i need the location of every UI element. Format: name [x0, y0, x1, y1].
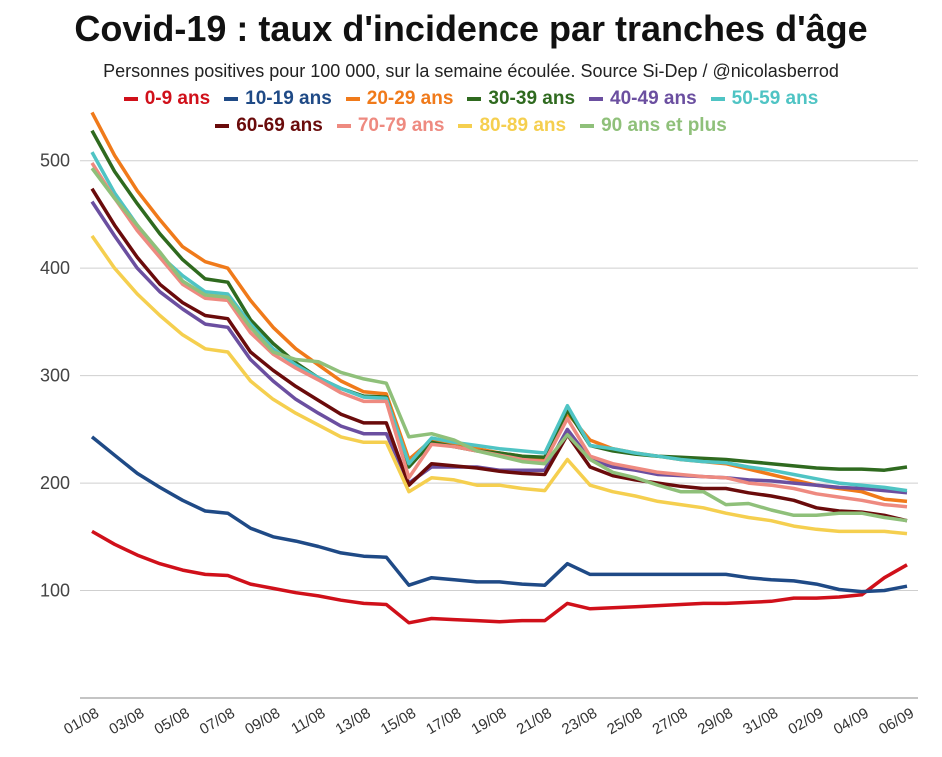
legend: 60-69 ans 70-79 ans 80-89 ans 90 ans et plu… [0, 115, 942, 137]
legend-item: 20-29 ans [345, 88, 454, 110]
legend-item: 60-69 ans [215, 115, 323, 137]
legend-swatch [215, 124, 230, 128]
legend-swatch [458, 124, 473, 128]
chart-subtitle: Personnes positives pour 100 000, sur la… [103, 61, 839, 81]
legend-swatch [224, 97, 239, 101]
series-line [90, 129, 908, 472]
y-tick-label: 300 [40, 366, 70, 386]
legend-item: 0-9 ans [123, 88, 211, 110]
legend-item: 70-79 ans [336, 115, 445, 137]
legend-label: 10-19 ans [245, 88, 332, 109]
legend-item: 30-39 ans [467, 88, 575, 110]
x-tick-label: 13/08 [333, 705, 374, 738]
x-tick-label: 31/08 [740, 705, 781, 738]
legend-label: 20-29 ans [366, 88, 454, 109]
legend-swatch [345, 97, 360, 101]
legend-label: 70-79 ans [357, 115, 445, 136]
series-line [90, 234, 908, 536]
x-tick-label: 27/08 [650, 705, 691, 738]
x-tick-label: 11/08 [288, 705, 328, 738]
legend-item: 50-59 ans [710, 88, 819, 110]
y-tick-label: 500 [40, 151, 70, 171]
x-tick-label: 01/08 [61, 705, 102, 738]
chart-title: Covid-19 : taux d'incidence par tranches… [74, 8, 868, 49]
legend-label: 30-39 ans [488, 88, 576, 109]
legend-swatch [589, 97, 604, 101]
x-tick-label: 17/08 [423, 705, 464, 738]
legend-item: 90 ans et plus [580, 115, 727, 137]
x-tick-label: 09/08 [242, 705, 283, 738]
legend-swatch [123, 97, 138, 101]
x-tick-label: 05/08 [152, 705, 193, 738]
x-tick-label: 03/08 [106, 705, 147, 738]
x-tick-label: 25/08 [604, 705, 645, 738]
series-line [90, 435, 908, 594]
series-line [90, 187, 908, 523]
legend: 0-9 ans 10-19 ans 20-29 ans 30-39 ans 40-49 … [0, 88, 942, 110]
legend-label: 60-69 ans [236, 115, 323, 136]
legend-swatch [710, 97, 725, 101]
y-tick-label: 100 [40, 581, 70, 601]
y-tick-label: 200 [40, 473, 70, 493]
series-line [90, 167, 908, 523]
x-tick-label: 19/08 [468, 705, 509, 738]
x-tick-label: 02/09 [785, 705, 826, 738]
legend-swatch [467, 97, 482, 101]
legend-label: 50-59 ans [731, 88, 819, 109]
series-line [91, 529, 908, 625]
x-tick-label: 07/08 [197, 705, 238, 738]
x-tick-label: 23/08 [559, 705, 600, 738]
legend-label: 80-89 ans [479, 115, 567, 136]
x-tick-label: 04/09 [831, 705, 872, 738]
series-line [90, 111, 908, 504]
legend-label: 40-49 ans [610, 88, 697, 109]
x-tick-label: 15/08 [378, 705, 419, 738]
legend-item: 40-49 ans [589, 88, 697, 110]
legend-swatch [336, 124, 351, 128]
x-tick-label: 21/08 [514, 705, 555, 738]
y-tick-label: 400 [40, 258, 70, 278]
legend-item: 80-89 ans [458, 115, 566, 137]
x-tick-label: 06/09 [876, 705, 917, 738]
legend-label: 0-9 ans [144, 88, 211, 109]
legend-item: 10-19 ans [224, 88, 332, 110]
legend-swatch [580, 124, 595, 128]
legend-label: 90 ans et plus [601, 115, 727, 136]
series-line [90, 151, 908, 493]
x-tick-label: 29/08 [695, 705, 736, 738]
